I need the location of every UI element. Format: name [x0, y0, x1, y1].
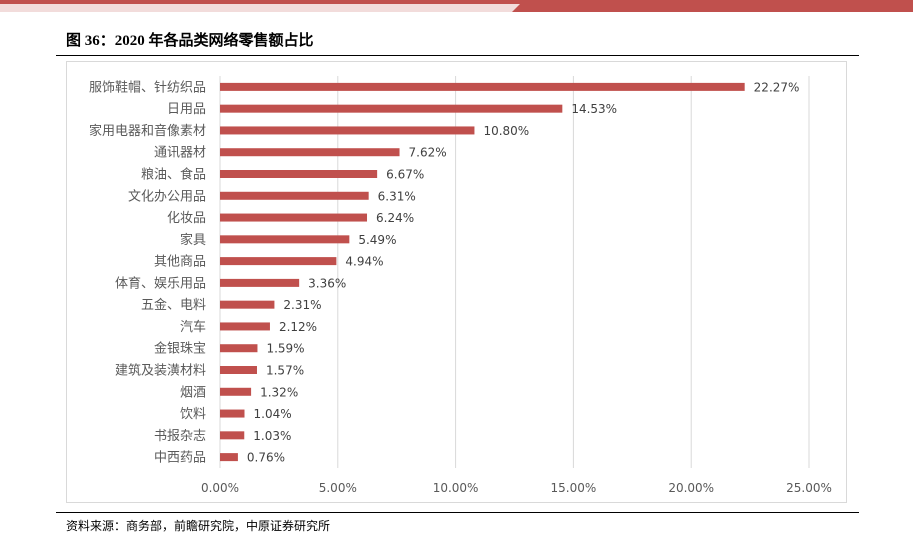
bar-10 [220, 300, 275, 309]
header-band-top-strip [0, 0, 913, 4]
bar-2 [220, 126, 475, 135]
bar-12 [220, 344, 258, 353]
value-label-14: 1.32% [260, 385, 298, 399]
category-label-5: 文化办公用品 [128, 189, 206, 204]
bar-3 [220, 148, 400, 157]
bar-9 [220, 278, 300, 287]
value-label-12: 1.59% [266, 342, 304, 356]
category-label-16: 书报杂志 [154, 429, 206, 444]
value-label-0: 22.27% [754, 80, 800, 94]
value-label-16: 1.03% [253, 429, 291, 443]
x-tick-label-2: 10.00% [433, 481, 479, 495]
header-band-left-tint [0, 4, 525, 12]
title-divider [56, 55, 859, 56]
source-note: 资料来源：商务部，前瞻研究院，中原证券研究所 [66, 519, 331, 533]
bar-5 [220, 191, 369, 200]
category-label-3: 通讯器材 [154, 146, 206, 161]
value-label-9: 3.36% [308, 276, 346, 290]
category-label-10: 五金、电料 [141, 297, 206, 313]
category-label-13: 建筑及装潢材料 [115, 363, 206, 379]
value-label-11: 2.12% [279, 320, 317, 334]
header-band-right-block [512, 4, 913, 12]
value-label-6: 6.24% [376, 211, 414, 225]
value-label-5: 6.31% [378, 189, 416, 203]
bar-0 [220, 82, 745, 91]
category-label-12: 金银珠宝 [154, 341, 206, 357]
figure-title: 图 36：2020 年各品类网络零售额占比 [66, 33, 314, 49]
category-label-8: 其他商品 [154, 255, 206, 270]
category-label-1: 日用品 [167, 102, 206, 117]
chart-frame: 服饰鞋帽、针纺织品 22.27% 日用品 14.53% 家用电器和音像素材 10.80% 通… [66, 61, 847, 503]
x-tick-label-1: 5.00% [319, 481, 357, 495]
category-label-9: 体育、娱乐用品 [115, 275, 206, 291]
category-label-0: 服饰鞋帽、针纺织品 [89, 79, 206, 95]
bar-4 [220, 170, 378, 178]
category-label-17: 中西药品 [154, 451, 206, 466]
value-label-2: 10.80% [483, 124, 529, 138]
value-label-7: 5.49% [358, 233, 396, 247]
bar-1 [220, 104, 563, 113]
category-label-7: 家具 [180, 232, 206, 248]
bar-7 [220, 235, 350, 244]
bar-16 [220, 431, 245, 440]
value-label-17: 0.76% [247, 451, 285, 465]
x-tick-label-3: 15.00% [551, 481, 597, 495]
category-label-15: 饮料 [180, 407, 206, 422]
value-label-15: 1.04% [254, 407, 292, 421]
value-label-1: 14.53% [571, 102, 617, 116]
bar-chart: 服饰鞋帽、针纺织品 22.27% 日用品 14.53% 家用电器和音像素材 10.80% 通… [89, 76, 832, 495]
bottom-divider [56, 512, 859, 513]
bar-17 [220, 453, 238, 462]
x-tick-label-0: 0.00% [201, 481, 239, 495]
header-band [0, 0, 913, 12]
value-label-10: 2.31% [283, 298, 321, 312]
bar-6 [220, 213, 368, 222]
category-label-14: 烟酒 [180, 385, 206, 400]
category-label-4: 粮油、食品 [141, 167, 206, 183]
value-label-4: 6.67% [386, 168, 424, 182]
category-label-6: 化妆品 [167, 211, 206, 226]
x-tick-label-4: 20.00% [668, 481, 714, 495]
x-tick-label-5: 25.00% [786, 481, 832, 495]
bar-14 [220, 387, 252, 396]
bar-15 [220, 409, 245, 418]
bar-13 [220, 366, 257, 374]
value-label-8: 4.94% [345, 255, 383, 269]
bar-8 [220, 257, 337, 266]
category-label-2: 家用电器和音像素材 [89, 123, 206, 139]
value-label-3: 7.62% [409, 146, 447, 160]
value-label-13: 1.57% [266, 364, 304, 378]
bar-11 [220, 322, 270, 331]
category-label-11: 汽车 [180, 319, 206, 335]
